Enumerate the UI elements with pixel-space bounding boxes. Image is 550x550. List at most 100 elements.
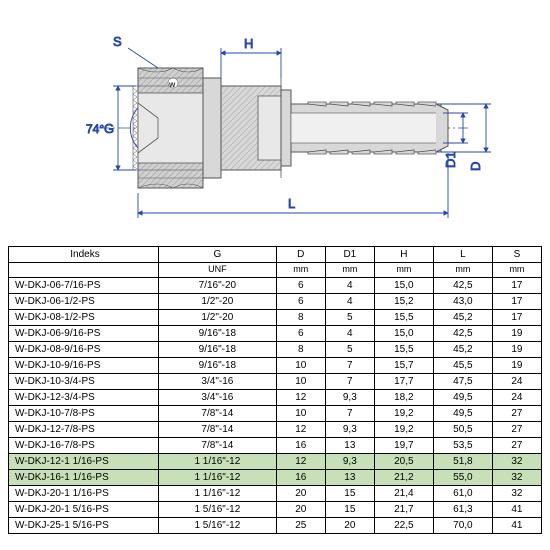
- table-row: W-DKJ-12-1 1/16-PS1 1/16"-12129,320,551,…: [9, 453, 542, 469]
- table-row: W-DKJ-10-9/16-PS9/16"-1810715,745,519: [9, 357, 542, 373]
- cell: 9,3: [325, 453, 374, 469]
- cell: 1 1/16"-12: [159, 469, 277, 485]
- cell: 20: [325, 517, 374, 533]
- cell: 16: [276, 469, 325, 485]
- cell: 1 5/16"-12: [159, 501, 277, 517]
- cell: 9/16"-18: [159, 325, 277, 341]
- table-row: W-DKJ-12-7/8-PS7/8"-14129,319,250,527: [9, 421, 542, 437]
- dim-d1: D1: [443, 151, 458, 168]
- svg-text:w: w: [168, 80, 176, 89]
- cell: 55,0: [433, 469, 492, 485]
- cell: 47,5: [433, 373, 492, 389]
- cell: 15,0: [374, 277, 433, 293]
- cell: 9/16"-18: [159, 357, 277, 373]
- hose-tail: [291, 102, 448, 154]
- table-row: W-DKJ-06-7/16-PS7/16"-206415,042,517: [9, 277, 542, 293]
- cell: 15,5: [374, 309, 433, 325]
- col-header-index: Indeks: [9, 247, 159, 263]
- cell: W-DKJ-06-7/16-PS: [9, 277, 159, 293]
- cell: 15,0: [374, 325, 433, 341]
- cell: W-DKJ-12-1 1/16-PS: [9, 453, 159, 469]
- cell: 32: [492, 453, 541, 469]
- cell: W-DKJ-10-9/16-PS: [9, 357, 159, 373]
- cell: 27: [492, 405, 541, 421]
- cell: 10: [276, 373, 325, 389]
- unit-cell: mm: [492, 263, 541, 278]
- cell: 18,2: [374, 389, 433, 405]
- cell: 10: [276, 405, 325, 421]
- cell: 1 1/16"-12: [159, 485, 277, 501]
- cell: 1/2"-20: [159, 293, 277, 309]
- cell: 27: [492, 421, 541, 437]
- technical-drawing: S H L G 74° D1 D w: [8, 8, 542, 238]
- cell: 1/2"-20: [159, 309, 277, 325]
- table-row: W-DKJ-08-1/2-PS1/2"-208515,545,217: [9, 309, 542, 325]
- cell: 32: [492, 485, 541, 501]
- unit-cell: mm: [433, 263, 492, 278]
- cell: 49,5: [433, 389, 492, 405]
- cell: 50,5: [433, 421, 492, 437]
- cell: 6: [276, 293, 325, 309]
- cell: 19: [492, 357, 541, 373]
- cell: W-DKJ-12-3/4-PS: [9, 389, 159, 405]
- cell: 19,2: [374, 421, 433, 437]
- cell: 21,4: [374, 485, 433, 501]
- table-row: W-DKJ-20-1 5/16-PS1 5/16"-12201521,761,3…: [9, 501, 542, 517]
- cell: 7: [325, 357, 374, 373]
- cell: 17: [492, 293, 541, 309]
- cell: 49,5: [433, 405, 492, 421]
- cell: 45,2: [433, 341, 492, 357]
- cell: 17: [492, 277, 541, 293]
- cell: 4: [325, 325, 374, 341]
- collar: [203, 78, 291, 178]
- cell: 61,3: [433, 501, 492, 517]
- cell: 7: [325, 373, 374, 389]
- dim-s: S: [113, 34, 122, 49]
- dim-angle: 74°: [86, 122, 104, 136]
- cell: 5: [325, 341, 374, 357]
- cell: 20,5: [374, 453, 433, 469]
- cell: W-DKJ-10-3/4-PS: [9, 373, 159, 389]
- col-header-d: D: [276, 247, 325, 263]
- unit-cell: mm: [325, 263, 374, 278]
- col-header-s: S: [492, 247, 541, 263]
- cell: 70,0: [433, 517, 492, 533]
- col-header-d1: D1: [325, 247, 374, 263]
- cell: 19: [492, 325, 541, 341]
- cell: 15: [325, 485, 374, 501]
- table-row: W-DKJ-06-9/16-PS9/16"-186415,042,519: [9, 325, 542, 341]
- unit-cell: mm: [374, 263, 433, 278]
- cell: W-DKJ-16-1 1/16-PS: [9, 469, 159, 485]
- table-row: W-DKJ-10-3/4-PS3/4"-1610717,747,524: [9, 373, 542, 389]
- cell: W-DKJ-16-7/8-PS: [9, 437, 159, 453]
- table-row: W-DKJ-25-1 5/16-PS1 5/16"-12252022,570,0…: [9, 517, 542, 533]
- cell: 24: [492, 373, 541, 389]
- cell: W-DKJ-12-7/8-PS: [9, 421, 159, 437]
- spec-table: IndeksGDD1HLSUNFmmmmmmmmmmW-DKJ-06-7/16-…: [8, 246, 542, 534]
- dim-g: G: [104, 121, 114, 136]
- cell: 17,7: [374, 373, 433, 389]
- cell: 13: [325, 469, 374, 485]
- cell: 41: [492, 517, 541, 533]
- cell: 7/8"-14: [159, 421, 277, 437]
- cell: 1 5/16"-12: [159, 517, 277, 533]
- unit-cell: mm: [276, 263, 325, 278]
- table-row: W-DKJ-16-7/8-PS7/8"-14161319,753,527: [9, 437, 542, 453]
- cell: 3/4"-16: [159, 373, 277, 389]
- cell: 19,2: [374, 405, 433, 421]
- cell: 12: [276, 453, 325, 469]
- cell: 15,7: [374, 357, 433, 373]
- cell: 4: [325, 293, 374, 309]
- table-row: W-DKJ-20-1 1/16-PS1 1/16"-12201521,461,0…: [9, 485, 542, 501]
- cell: 20: [276, 501, 325, 517]
- cell: 21,7: [374, 501, 433, 517]
- cell: 12: [276, 389, 325, 405]
- cell: 7: [325, 405, 374, 421]
- cell: W-DKJ-06-9/16-PS: [9, 325, 159, 341]
- cell: 19,7: [374, 437, 433, 453]
- cell: 41: [492, 501, 541, 517]
- cell: W-DKJ-10-7/8-PS: [9, 405, 159, 421]
- cell: 19: [492, 341, 541, 357]
- cell: 42,5: [433, 325, 492, 341]
- cell: 12: [276, 421, 325, 437]
